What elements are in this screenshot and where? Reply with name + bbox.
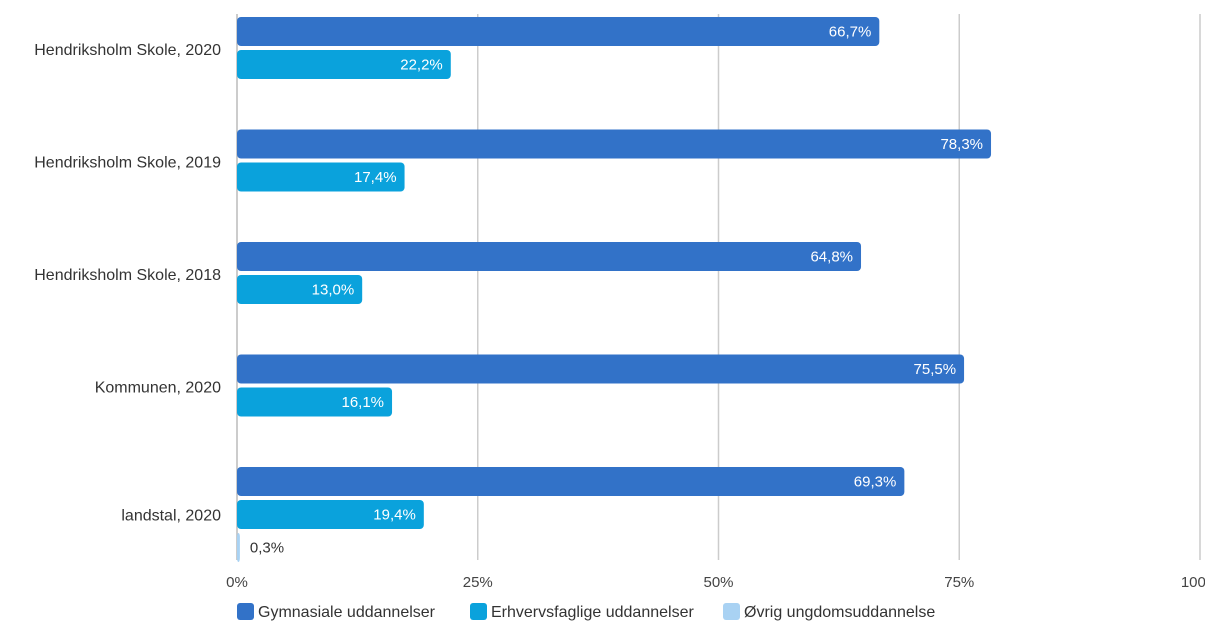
legend: Gymnasiale uddannelser Erhvervsfaglige ud… (237, 603, 935, 621)
data-label: 66,7% (829, 24, 872, 41)
data-label: 78,3% (940, 136, 983, 153)
data-label: 0,3% (250, 540, 284, 557)
data-label: 17,4% (354, 169, 397, 186)
x-tick-label: 50% (703, 574, 733, 591)
data-label: 75,5% (914, 361, 957, 378)
bar (237, 467, 905, 496)
category-label: Hendriksholm Skole, 2020 (34, 42, 221, 59)
data-label: 19,4% (373, 507, 416, 524)
data-label: 13,0% (312, 282, 355, 299)
bars: 66,7% 22,2% Hendriksholm Skole, 2020 78,3% 1… (34, 17, 992, 562)
data-label: 64,8% (810, 249, 853, 266)
x-tick-label: 75% (944, 574, 974, 591)
legend-swatch (723, 603, 740, 620)
bar (237, 500, 424, 529)
bar (237, 162, 405, 192)
data-label: 22,2% (400, 57, 443, 74)
legend-swatch (470, 603, 487, 620)
x-tick-label: 100% (1181, 574, 1205, 591)
x-tick-label: 0% (226, 574, 248, 591)
category-label: Hendriksholm Skole, 2019 (34, 155, 221, 172)
bar (237, 17, 880, 46)
bar (237, 387, 393, 417)
bar (237, 129, 992, 159)
legend-swatch (237, 603, 254, 620)
legend-label: Erhvervsfaglige uddannelser (491, 604, 694, 621)
bar (237, 242, 862, 271)
category-label: Kommunen, 2020 (95, 380, 221, 397)
data-label: 16,1% (341, 394, 384, 411)
data-label: 69,3% (854, 474, 897, 491)
category-label: Hendriksholm Skole, 2018 (34, 267, 221, 284)
bar (237, 275, 363, 304)
x-axis-ticks: 0% 25% 50% 75% 100% (226, 574, 1205, 591)
bar (237, 50, 451, 79)
bar (237, 533, 240, 562)
bar (237, 354, 965, 384)
category-label: landstal, 2020 (121, 508, 221, 525)
legend-label: Øvrig ungdomsuddannelse (744, 604, 935, 621)
legend-label: Gymnasiale uddannelser (258, 604, 436, 621)
x-tick-label: 25% (463, 574, 493, 591)
